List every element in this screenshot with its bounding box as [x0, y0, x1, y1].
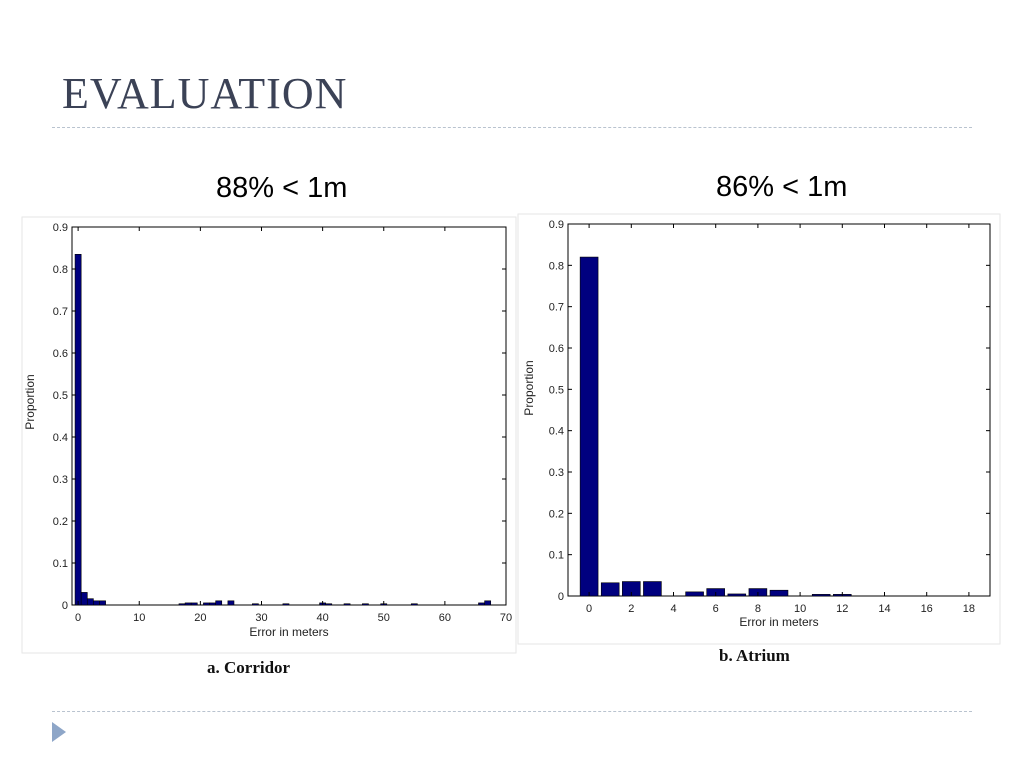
y-tick-label: 0.8 — [53, 264, 68, 276]
bar — [727, 593, 747, 597]
x-tick-label: 20 — [194, 612, 206, 624]
y-tick-label: 0 — [558, 591, 564, 603]
bar — [99, 600, 106, 606]
x-tick-label: 2 — [628, 603, 634, 615]
plot-area — [567, 223, 991, 597]
figure-frame — [517, 213, 1001, 645]
x-tick-label: 8 — [755, 603, 761, 615]
y-tick-label: 0.1 — [549, 550, 564, 562]
bullet-arrow-icon — [52, 722, 66, 742]
bar — [325, 603, 333, 606]
slide-title: EVALUATION — [62, 69, 348, 118]
y-axis-label: Proportion — [522, 360, 536, 415]
y-tick-label: 0.1 — [53, 558, 68, 570]
bar — [769, 589, 789, 597]
title-divider — [52, 127, 972, 128]
bar — [410, 603, 418, 606]
bar — [643, 581, 662, 597]
y-tick-label: 0.4 — [53, 432, 68, 444]
bar — [600, 582, 620, 597]
x-tick-label: 10 — [794, 603, 806, 615]
y-tick-label: 0.7 — [53, 306, 68, 318]
y-tick-label: 0.5 — [549, 384, 564, 396]
y-tick-label: 0.2 — [549, 508, 564, 520]
corridor-caption: a. Corridor — [207, 658, 291, 677]
x-tick-label: 70 — [500, 612, 512, 624]
y-tick-label: 0.9 — [549, 219, 564, 231]
bar — [811, 594, 831, 597]
x-tick-label: 14 — [878, 603, 890, 615]
x-tick-label: 4 — [670, 603, 676, 615]
x-tick-label: 16 — [921, 603, 933, 615]
x-axis-label: Error in meters — [739, 615, 818, 629]
y-axis-label: Proportion — [23, 374, 37, 429]
y-tick-label: 0.5 — [53, 390, 68, 402]
y-tick-label: 0.6 — [549, 343, 564, 355]
y-tick-label: 0.3 — [549, 467, 564, 479]
y-tick-label: 0 — [62, 600, 68, 612]
corridor-accuracy-stat: 88% < 1m — [216, 172, 348, 204]
atrium-accuracy-stat: 86% < 1m — [716, 171, 848, 203]
bar — [343, 603, 351, 606]
bar — [215, 600, 223, 606]
y-tick-label: 0.8 — [549, 260, 564, 272]
x-axis-label: Error in meters — [249, 625, 328, 639]
footer-divider — [52, 711, 972, 712]
plot-area — [71, 226, 507, 606]
bar — [685, 591, 704, 597]
atrium-caption: b. Atrium — [719, 646, 790, 665]
figure-frame — [21, 216, 517, 654]
y-tick-label: 0.3 — [53, 474, 68, 486]
x-tick-label: 18 — [963, 603, 975, 615]
bar — [252, 603, 259, 606]
x-tick-label: 50 — [378, 612, 390, 624]
bar — [190, 602, 198, 606]
x-tick-label: 12 — [836, 603, 848, 615]
bar — [282, 603, 290, 606]
x-tick-label: 6 — [713, 603, 719, 615]
y-tick-label: 0.7 — [549, 302, 564, 314]
y-tick-label: 0.9 — [53, 222, 68, 234]
bar — [579, 256, 599, 597]
x-tick-label: 40 — [316, 612, 328, 624]
x-tick-label: 0 — [75, 612, 81, 624]
bar — [227, 600, 235, 606]
y-tick-label: 0.4 — [549, 426, 564, 438]
x-tick-label: 10 — [133, 612, 145, 624]
x-tick-label: 30 — [255, 612, 267, 624]
x-tick-label: 60 — [439, 612, 451, 624]
x-tick-label: 0 — [586, 603, 592, 615]
y-tick-label: 0.6 — [53, 348, 68, 360]
y-tick-label: 0.2 — [53, 516, 68, 528]
bar — [484, 600, 492, 606]
bar — [362, 603, 369, 606]
